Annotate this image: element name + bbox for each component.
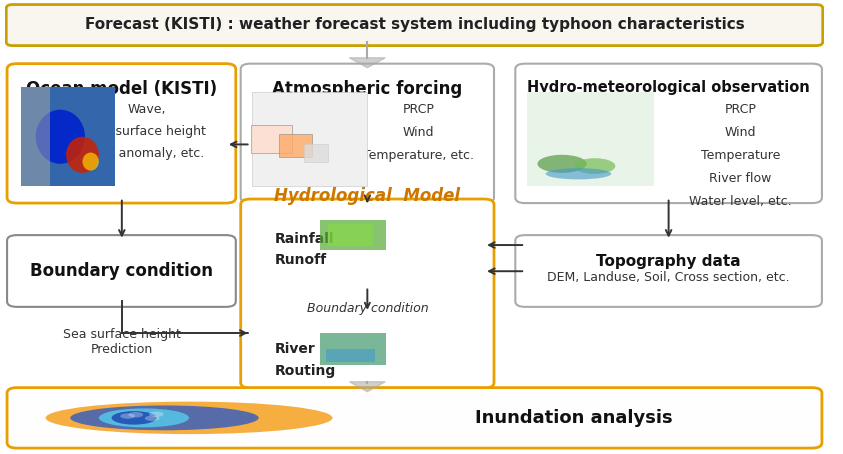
Text: DEM, Landuse, Soil, Cross section, etc.: DEM, Landuse, Soil, Cross section, etc. bbox=[547, 271, 790, 284]
Ellipse shape bbox=[35, 110, 85, 164]
Text: Wave,
Sea surface height
Tide anomaly, etc.: Wave, Sea surface height Tide anomaly, e… bbox=[88, 103, 206, 160]
Ellipse shape bbox=[538, 155, 587, 173]
Text: Hydrological  Model: Hydrological Model bbox=[274, 188, 460, 205]
Polygon shape bbox=[349, 382, 385, 392]
FancyBboxPatch shape bbox=[6, 5, 823, 45]
Text: PRCP
Wind
Temperature, etc.: PRCP Wind Temperature, etc. bbox=[363, 103, 475, 162]
Text: Inundation analysis: Inundation analysis bbox=[475, 409, 673, 427]
FancyBboxPatch shape bbox=[21, 87, 50, 187]
Text: Hydro-meteorological observation: Hydro-meteorological observation bbox=[527, 80, 810, 95]
Ellipse shape bbox=[121, 413, 135, 419]
Text: Rainfall
Runoff: Rainfall Runoff bbox=[275, 232, 335, 267]
Text: PRCP
Wind
Temperature
River flow
Water level, etc.: PRCP Wind Temperature River flow Water l… bbox=[689, 103, 792, 208]
Polygon shape bbox=[349, 58, 385, 68]
FancyBboxPatch shape bbox=[241, 64, 494, 203]
FancyBboxPatch shape bbox=[7, 235, 236, 307]
Ellipse shape bbox=[149, 411, 164, 417]
FancyBboxPatch shape bbox=[250, 125, 292, 153]
Text: Atmospheric forcing: Atmospheric forcing bbox=[272, 80, 463, 99]
Ellipse shape bbox=[70, 405, 259, 430]
Ellipse shape bbox=[545, 168, 611, 179]
Ellipse shape bbox=[66, 137, 99, 173]
Ellipse shape bbox=[128, 412, 143, 417]
FancyBboxPatch shape bbox=[21, 87, 115, 187]
FancyBboxPatch shape bbox=[279, 134, 312, 157]
Text: Boundary condition: Boundary condition bbox=[30, 262, 213, 280]
Ellipse shape bbox=[46, 402, 332, 434]
Text: Sea surface height
Prediction: Sea surface height Prediction bbox=[63, 328, 180, 356]
FancyBboxPatch shape bbox=[320, 333, 386, 365]
FancyBboxPatch shape bbox=[252, 92, 367, 187]
Ellipse shape bbox=[99, 409, 189, 427]
FancyBboxPatch shape bbox=[326, 349, 375, 362]
FancyBboxPatch shape bbox=[320, 220, 386, 250]
Ellipse shape bbox=[574, 158, 615, 174]
Text: Boundary condition: Boundary condition bbox=[307, 302, 428, 315]
FancyBboxPatch shape bbox=[7, 388, 822, 448]
FancyBboxPatch shape bbox=[527, 92, 654, 187]
FancyBboxPatch shape bbox=[515, 235, 822, 307]
Ellipse shape bbox=[111, 411, 157, 424]
Ellipse shape bbox=[145, 415, 159, 421]
FancyBboxPatch shape bbox=[7, 64, 236, 203]
Text: Forecast (KISTI) : weather forecast system including typhoon characteristics: Forecast (KISTI) : weather forecast syst… bbox=[84, 17, 744, 32]
FancyBboxPatch shape bbox=[329, 224, 373, 246]
FancyBboxPatch shape bbox=[515, 64, 822, 203]
Text: River
Routing: River Routing bbox=[275, 342, 336, 378]
Text: Topography data: Topography data bbox=[596, 254, 741, 269]
Text: Ocean model (KISTI): Ocean model (KISTI) bbox=[26, 80, 217, 99]
Ellipse shape bbox=[83, 153, 99, 171]
FancyBboxPatch shape bbox=[241, 199, 494, 388]
FancyBboxPatch shape bbox=[303, 143, 329, 162]
